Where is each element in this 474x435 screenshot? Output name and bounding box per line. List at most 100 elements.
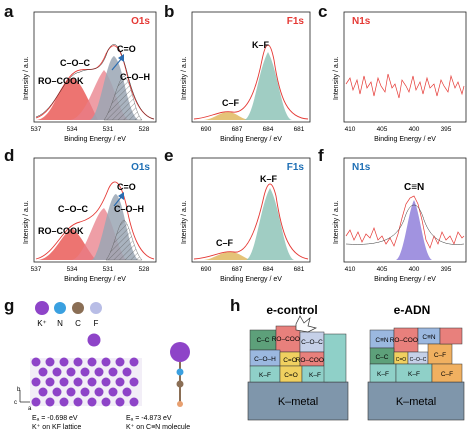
panel-letter-a: a — [4, 2, 14, 21]
label-coc: C–O–C — [60, 58, 91, 68]
tick-c-2: 400 — [409, 126, 420, 133]
tick-d-0: 537 — [31, 266, 42, 273]
panel-a-xlabel: Binding Energy / eV — [64, 136, 126, 143]
cn-molecule-model — [170, 342, 190, 407]
panel-e-tag: F1s — [287, 162, 305, 173]
tick-c-0: 410 — [345, 126, 356, 133]
tick-f-0: 410 — [345, 266, 356, 273]
peak-coh-area — [105, 219, 143, 261]
n-atom-icon — [176, 368, 184, 376]
panel-b-xlabel: Binding Energy / eV — [220, 136, 282, 143]
tick-d-2: 531 — [103, 266, 114, 273]
tick-a-1: 534 — [67, 126, 78, 133]
label-coc: C–O–C — [58, 204, 89, 214]
right-block-1: RO–COOK — [390, 337, 423, 344]
tick-b-3: 681 — [294, 126, 305, 133]
label-co: C=O — [117, 44, 136, 54]
panel-c-n1s-plot: N1s Intensity / a.u. 410 405 400 395 Bin… — [333, 11, 467, 143]
tick-a-3: 528 — [139, 126, 150, 133]
panel-d-o1s-plot: O1s C=O C–O–C C–O–H RO–COOK Intensity / … — [23, 157, 157, 283]
tick-f-2: 400 — [409, 266, 420, 273]
right-block-5: C=O — [396, 357, 407, 363]
axis-c-label: c — [14, 400, 17, 406]
left-k-metal-substrate — [247, 381, 349, 421]
panel-letter-c: c — [318, 2, 328, 21]
right-title: e-ADN — [394, 303, 431, 317]
label-kf: K–F — [252, 40, 270, 50]
tick-c-3: 395 — [441, 126, 452, 133]
arrow-co-head-icon — [118, 54, 124, 62]
peak-kf-area — [244, 52, 292, 120]
caption-left: K⁺ on KF lattice — [32, 424, 81, 431]
atom-k-legend-icon — [35, 301, 49, 315]
panel-b-ylabel: Intensity / a.u. — [181, 56, 188, 100]
tick-e-2: 684 — [263, 266, 274, 273]
peak-coh-area — [103, 75, 143, 121]
caption-right: K⁺ on C≡N molecule — [126, 424, 190, 431]
left-block-3: C–O–H — [254, 356, 276, 363]
right-block-9: C–F — [441, 371, 453, 378]
energy-right: Eₐ = -4.873 eV — [126, 415, 172, 422]
arrow-co-head-icon — [118, 192, 124, 200]
panel-e-ylabel: Intensity / a.u. — [181, 200, 188, 244]
panel-b-tag: F1s — [287, 16, 305, 27]
fit-line — [193, 44, 309, 120]
peak-rocook-area — [36, 78, 98, 120]
panel-letter-e: e — [164, 146, 174, 165]
k-ion-on-cn-icon — [170, 342, 190, 362]
left-substrate-label: K–metal — [278, 396, 318, 408]
label-cf: C–F — [216, 238, 234, 248]
right-block-8: K–F — [408, 371, 420, 378]
tick-d-1: 534 — [67, 266, 78, 273]
tick-b-1: 687 — [232, 126, 243, 133]
panel-d-xlabel: Binding Energy / eV — [64, 276, 126, 283]
panel-e-xlabel: Binding Energy / eV — [220, 276, 282, 283]
panel-letter-g: g — [4, 296, 15, 315]
panel-d-tag: O1s — [131, 162, 150, 173]
atom-n-legend-icon — [54, 302, 66, 314]
atom-c-legend-icon — [72, 302, 84, 314]
label-coh: C–O–H — [114, 204, 144, 214]
panel-a-o1s-plot: O1s C–O–C C=O RO–COOK C–O–H Intensity / … — [23, 11, 157, 143]
peak-cn-area — [396, 200, 432, 260]
left-block-2: C–O–C — [301, 339, 323, 346]
label-rocook: RO–COOK — [38, 226, 84, 236]
peak-cf-area — [204, 252, 252, 260]
adsorbed-k-ion-icon — [87, 333, 101, 347]
legend-c-label: C — [75, 319, 81, 328]
arrow-co-indicator — [111, 57, 123, 71]
panel-h-sei-schematic: e-control e-ADN K–metal C–C RO–COOK C–O–… — [247, 303, 465, 421]
left-block-5: K–F — [259, 372, 271, 379]
raw-data-line — [35, 44, 155, 120]
panel-c-ylabel: Intensity / a.u. — [333, 56, 340, 100]
panel-letter-f: f — [318, 146, 324, 165]
left-block-1: RO–COOK — [272, 336, 305, 343]
panel-letter-d: d — [4, 146, 15, 165]
atom-f-legend-icon — [90, 302, 102, 314]
left-sei-layer: C–C RO–COOK C–O–C C–O–H C=O K–F RO–COOK … — [249, 325, 347, 383]
left-block-4: C=O — [283, 357, 297, 364]
c-atom-icon — [176, 380, 184, 388]
right-block-3: C–C — [375, 354, 388, 361]
envelope-fit-line — [35, 181, 155, 260]
label-kf: K–F — [260, 174, 278, 184]
right-sei-layer: C≡N RO–COOK C≡N C–C C=O C–O–C C–F K–F K–… — [369, 327, 463, 383]
right-block-0: C≡N — [375, 337, 388, 344]
panel-f-ylabel: Intensity / a.u. — [333, 200, 340, 244]
panel-a-ylabel: Intensity / a.u. — [23, 56, 30, 100]
legend-n-label: N — [57, 319, 63, 328]
right-block-4: C–F — [434, 352, 446, 359]
legend-f-label: F — [94, 319, 99, 328]
panel-f-tag: N1s — [352, 162, 371, 173]
panel-c-xlabel: Binding Energy / eV — [374, 136, 436, 143]
peak-cf-area — [204, 112, 250, 120]
panel-f-xlabel: Binding Energy / eV — [374, 276, 436, 283]
right-block-7: K–F — [377, 371, 389, 378]
crack-burst-icon — [295, 315, 318, 333]
panel-g-adsorption-models: K⁺ N C F b c a Eₐ = -0.698 eV K⁺ on KF l… — [14, 301, 190, 431]
panel-a-tag: O1s — [131, 16, 150, 27]
legend-k-label: K⁺ — [37, 319, 47, 328]
axis-a-label: a — [28, 406, 32, 412]
panel-b-f1s-plot: F1s C–F K–F Intensity / a.u. 690 687 684… — [181, 11, 311, 143]
panel-letter-h: h — [230, 296, 241, 315]
